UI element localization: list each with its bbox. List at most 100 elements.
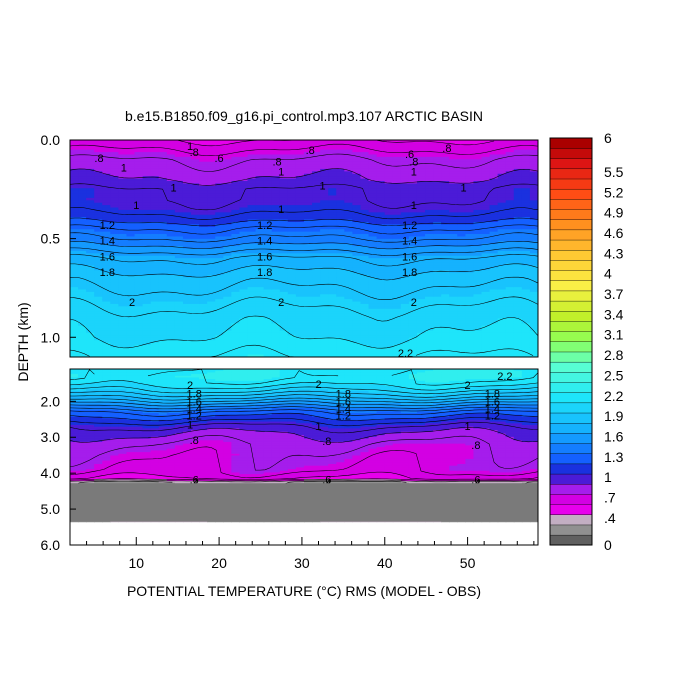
color-cell	[384, 311, 394, 315]
color-cell	[102, 313, 111, 317]
color-cell	[158, 325, 168, 329]
color-cell	[392, 171, 402, 175]
color-cell	[174, 231, 184, 235]
color-cell	[425, 173, 434, 177]
color-cell	[376, 185, 386, 189]
color-cell	[384, 142, 394, 146]
color-cell	[182, 342, 192, 346]
color-cell	[425, 149, 434, 153]
color-cell	[102, 217, 111, 221]
color-cell	[271, 344, 281, 348]
color-cell	[352, 306, 362, 310]
color-cell	[449, 328, 458, 332]
color-cell	[513, 190, 523, 194]
color-cell	[449, 325, 458, 329]
color-cell	[199, 159, 208, 163]
color-cell	[312, 195, 321, 199]
color-cell	[207, 311, 216, 315]
color-cell	[336, 272, 345, 276]
color-cell	[312, 311, 321, 315]
color-cell	[150, 262, 160, 266]
color-cell	[336, 193, 345, 197]
color-cell	[376, 200, 386, 204]
color-cell	[271, 340, 281, 344]
color-cell	[384, 166, 394, 170]
color-cell	[376, 349, 386, 353]
color-cell	[336, 219, 345, 223]
color-cell	[215, 303, 224, 307]
color-cell	[94, 323, 103, 327]
color-cell	[182, 159, 192, 163]
color-cell	[473, 275, 483, 279]
color-cell	[191, 272, 200, 276]
color-cell	[271, 320, 281, 324]
color-cell	[384, 238, 394, 242]
color-cell	[295, 231, 305, 235]
color-cell	[376, 250, 386, 254]
color-cell	[150, 173, 160, 177]
color-cell	[142, 335, 152, 339]
color-cell	[207, 168, 216, 172]
color-cell	[166, 193, 176, 197]
color-cell	[110, 265, 120, 269]
color-cell	[352, 354, 362, 357]
color-cell	[70, 173, 79, 177]
color-cell	[416, 205, 426, 209]
color-cell	[126, 231, 136, 235]
color-cell	[433, 178, 442, 182]
color-cell	[425, 344, 434, 348]
color-cell	[392, 226, 402, 230]
color-cell	[223, 284, 232, 288]
color-cell	[441, 209, 450, 213]
color-cell	[384, 152, 394, 156]
color-cell	[191, 209, 200, 213]
color-cell	[102, 323, 111, 327]
color-cell	[376, 202, 386, 206]
color-cell	[392, 303, 402, 307]
color-cell	[174, 209, 184, 213]
color-cell	[400, 217, 410, 221]
color-cell	[174, 328, 184, 332]
color-cell	[271, 253, 281, 257]
color-cell	[239, 154, 249, 158]
color-cell	[174, 140, 184, 144]
color-cell	[505, 313, 515, 317]
color-cell	[400, 299, 410, 303]
color-cell	[239, 275, 249, 279]
color-cell	[384, 185, 394, 189]
color-cell	[94, 328, 103, 332]
color-cell	[134, 221, 144, 225]
color-cell	[449, 176, 458, 180]
color-cell	[199, 260, 208, 264]
color-cell	[150, 352, 160, 356]
color-cell	[279, 234, 289, 238]
color-cell	[360, 250, 370, 254]
color-cell	[384, 330, 394, 334]
color-cell	[134, 289, 144, 293]
color-cell	[489, 262, 499, 266]
color-cell	[295, 178, 305, 182]
color-cell	[263, 212, 273, 216]
color-cell	[182, 340, 192, 344]
color-cell	[384, 246, 394, 250]
color-cell	[223, 282, 232, 286]
color-cell	[110, 354, 120, 357]
color-cell	[465, 238, 475, 242]
color-cell	[328, 342, 337, 346]
color-cell	[384, 323, 394, 327]
color-cell	[441, 173, 450, 177]
color-cell	[425, 236, 434, 240]
color-cell	[344, 335, 354, 339]
color-cell	[336, 354, 345, 357]
color-cell	[255, 159, 265, 163]
color-cell	[505, 342, 515, 346]
color-cell	[158, 260, 168, 264]
color-cell	[384, 270, 394, 274]
color-cell	[433, 342, 442, 346]
color-cell	[247, 347, 257, 351]
color-cell	[368, 296, 378, 300]
color-cell	[457, 262, 466, 266]
color-cell	[457, 159, 466, 163]
color-cell	[191, 193, 200, 197]
color-cell	[158, 178, 168, 182]
